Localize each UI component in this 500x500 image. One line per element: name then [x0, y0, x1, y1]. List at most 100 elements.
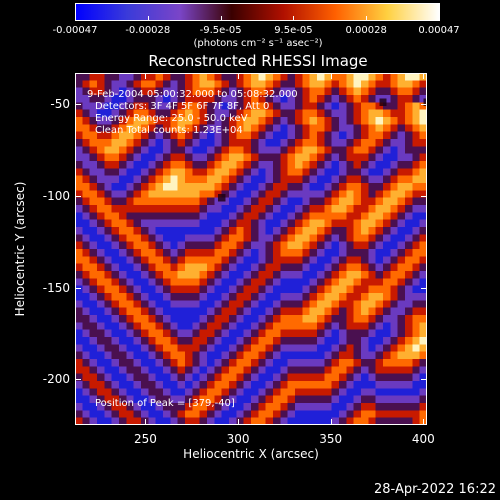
heatmap-cell [170, 73, 179, 81]
heatmap-cell [89, 300, 98, 309]
heatmap-cell [353, 263, 362, 272]
heatmap-cell [353, 403, 362, 411]
heatmap-cell [243, 124, 252, 133]
heatmap-cell [75, 73, 83, 81]
heatmap-cell [419, 351, 427, 360]
heatmap-cell [375, 271, 384, 279]
heatmap-cell [280, 73, 289, 81]
y-tick-label: -100 [42, 188, 70, 203]
heatmap-cell [207, 410, 215, 419]
heatmap-cell [133, 373, 142, 382]
heatmap-cell [368, 278, 377, 287]
heatmap-cell [397, 337, 406, 345]
heatmap-cell [75, 410, 83, 419]
heatmap-cell [302, 410, 311, 419]
heatmap-cell [214, 234, 223, 243]
heatmap-cell [243, 241, 252, 250]
heatmap-cell [141, 256, 149, 265]
heatmap-cell [119, 87, 127, 96]
heatmap-cell [273, 109, 281, 118]
heatmap-cell [280, 146, 289, 155]
heatmap-cell [82, 373, 91, 382]
heatmap-cell [126, 146, 135, 155]
heatmap-cell [251, 395, 259, 404]
x-axis-label: Heliocentric X (arcsec) [183, 447, 319, 461]
heatmap-cell [185, 293, 193, 301]
heatmap-cell [119, 80, 127, 89]
heatmap-cell [390, 234, 399, 243]
heatmap-cell [309, 131, 318, 140]
heatmap-cell [97, 395, 105, 404]
heatmap-cell [243, 131, 252, 140]
heatmap-cell [221, 329, 230, 338]
heatmap-cell [309, 219, 318, 228]
heatmap-cell [97, 124, 105, 133]
heatmap-cell [207, 300, 215, 309]
heatmap-cell [397, 87, 406, 96]
heatmap-cell [405, 219, 413, 228]
heatmap-cell [273, 87, 281, 96]
heatmap-cell [251, 80, 259, 89]
heatmap-cell [111, 117, 120, 125]
heatmap-cell [258, 190, 267, 199]
heatmap-cell [346, 417, 355, 425]
x-tick [238, 419, 240, 425]
heatmap-cell [214, 293, 223, 301]
heatmap-cell [375, 293, 384, 301]
heatmap-cell [331, 307, 340, 316]
heatmap-cell [177, 153, 186, 162]
heatmap-cell [163, 234, 171, 243]
heatmap-cell [192, 95, 201, 103]
heatmap-cell [221, 359, 230, 367]
heatmap-cell [199, 256, 208, 265]
heatmap-cell [192, 278, 201, 287]
heatmap-cell [104, 315, 113, 323]
heatmap-cell [331, 322, 340, 331]
heatmap-cell [170, 153, 179, 162]
heatmap-cell [280, 183, 289, 191]
heatmap-cell [141, 344, 149, 353]
heatmap-cell [346, 337, 355, 345]
heatmap-cell [133, 300, 142, 309]
heatmap-cell [265, 410, 274, 419]
heatmap-cell [148, 153, 157, 162]
heatmap-cell [265, 395, 274, 404]
heatmap-cell [177, 307, 186, 316]
heatmap-cell [243, 410, 252, 419]
heatmap-cell [353, 234, 362, 243]
heatmap-cell [309, 241, 318, 250]
heatmap-cell [177, 212, 186, 221]
heatmap-cell [324, 337, 333, 345]
heatmap-cell [331, 249, 340, 257]
heatmap-cell [361, 234, 369, 243]
heatmap-cell [170, 124, 179, 133]
heatmap-cell [339, 293, 347, 301]
heatmap-cell [111, 395, 120, 404]
heatmap-cell [368, 403, 377, 411]
heatmap-cell [192, 285, 201, 294]
heatmap-cell [390, 329, 399, 338]
heatmap-cell [346, 278, 355, 287]
heatmap-cell [331, 234, 340, 243]
heatmap-cell [214, 175, 223, 184]
heatmap-cell [287, 329, 296, 338]
heatmap-cell [405, 183, 413, 191]
heatmap-cell [119, 307, 127, 316]
heatmap-cell [339, 124, 347, 133]
heatmap-cell [97, 410, 105, 419]
heatmap-cell [163, 87, 171, 96]
heatmap-cell [148, 373, 157, 382]
heatmap-cell [324, 388, 333, 397]
heatmap-cell [214, 212, 223, 221]
heatmap-cell [163, 146, 171, 155]
heatmap-cell [170, 315, 179, 323]
heatmap-cell [199, 102, 208, 111]
heatmap-cell [133, 417, 142, 425]
heatmap-cell [265, 359, 274, 367]
heatmap-cell [397, 205, 406, 213]
heatmap-cell [302, 307, 311, 316]
heatmap-cell [111, 95, 120, 103]
heatmap-cell [163, 80, 171, 89]
heatmap-cell [317, 329, 325, 338]
heatmap-cell [97, 351, 105, 360]
